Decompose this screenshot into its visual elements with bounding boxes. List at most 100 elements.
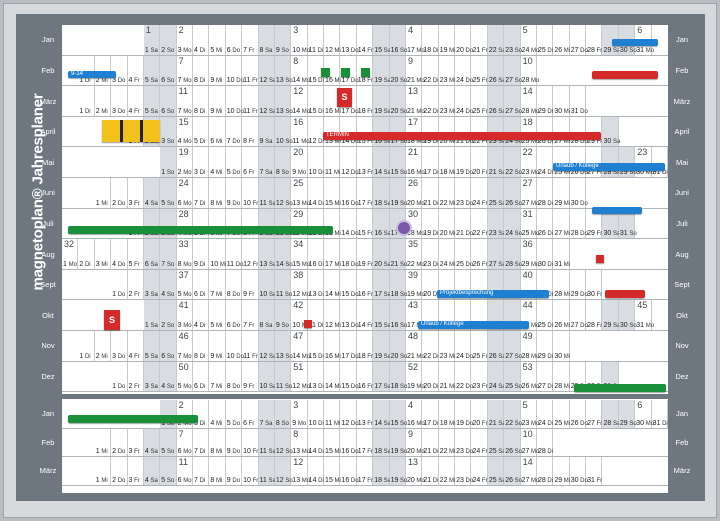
magnet-square[interactable] [304, 320, 312, 328]
day-cell[interactable]: 26 Di [537, 116, 554, 147]
day-cell[interactable]: 4 So [160, 361, 177, 392]
day-cell[interactable]: 30 Mi [553, 331, 570, 361]
day-cell[interactable]: 10 Sa [258, 361, 276, 392]
day-cell[interactable]: 9 Di [193, 239, 210, 269]
day-cell[interactable]: 3 Sa [143, 269, 161, 300]
day-cell[interactable]: 30 Mo 23 [635, 147, 654, 177]
day-cell[interactable]: 11 Sa [258, 428, 276, 457]
day-cell[interactable]: 27 Fr [586, 400, 603, 428]
day-cell[interactable]: 17 Di [422, 400, 439, 428]
day-cell[interactable]: 22 So [504, 147, 522, 177]
day-cell[interactable]: 9 Mi [209, 55, 226, 86]
day-cell[interactable]: 19 So [389, 428, 407, 457]
day-cell[interactable]: 31 Do [570, 86, 588, 116]
day-cell[interactable]: 30 Do [570, 457, 588, 485]
day-cell[interactable]: 6 Mo 24 [177, 178, 194, 208]
day-cell[interactable]: 6 Fr [242, 147, 259, 177]
day-cell[interactable]: 11 Mi [324, 147, 341, 177]
day-cell[interactable]: 4 Sa [143, 457, 161, 485]
day-cell[interactable]: 29 Mi [553, 178, 570, 208]
day-cell[interactable]: 23 Di [422, 239, 439, 269]
day-cell[interactable]: 1 Di [78, 55, 95, 86]
day-cell[interactable]: 19 So [389, 457, 407, 485]
day-cell[interactable]: 14 Mo 47 [291, 331, 310, 361]
day-cell[interactable]: 4 Fr [128, 331, 144, 361]
day-cell[interactable]: 25 Fr [471, 331, 488, 361]
day-cell[interactable]: 24 Di [537, 147, 554, 177]
day-cell[interactable]: 15 Fr [357, 208, 374, 239]
day-cell[interactable]: 18 Mi [439, 147, 455, 177]
day-cell[interactable]: 28 Mi [553, 269, 570, 300]
day-cell[interactable]: 8 Mi [209, 178, 226, 208]
day-cell[interactable]: 7 Di [193, 457, 210, 485]
day-cell[interactable]: 6 Do [226, 25, 243, 55]
day-cell[interactable]: 25 Mo 18 [521, 116, 539, 147]
day-cell[interactable]: 17 Sa [373, 269, 391, 300]
day-cell[interactable]: 22 Do [455, 361, 473, 392]
day-cell[interactable]: 20 Mo 9 [406, 428, 425, 457]
day-cell[interactable]: 10 Mo 3 [291, 25, 310, 55]
day-cell[interactable]: 5 Mo 50 [177, 361, 194, 392]
day-cell[interactable]: 10 Di [308, 400, 325, 428]
day-cell[interactable]: 5 Do [226, 400, 243, 428]
day-cell[interactable]: 31 Di [652, 400, 668, 428]
day-cell[interactable]: 26 So [504, 178, 522, 208]
day-cell[interactable]: 14 Sa [373, 400, 391, 428]
day-cell[interactable]: 17 Fr [357, 457, 374, 485]
day-cell[interactable]: 10 Sa [258, 269, 276, 300]
day-cell[interactable]: 2 Mi [95, 331, 112, 361]
day-cell[interactable]: 29 Di [537, 331, 554, 361]
day-cell[interactable]: 12 Fr [242, 239, 259, 269]
day-cell[interactable]: 6 So [160, 331, 177, 361]
magnet-square[interactable] [142, 120, 160, 142]
day-cell[interactable]: 26 Mi [553, 25, 570, 55]
magnet-strip[interactable]: TERMIN [323, 132, 601, 140]
day-cell[interactable]: 13 So [274, 55, 293, 86]
day-cell[interactable]: 2 Do [111, 428, 128, 457]
day-cell[interactable]: 2 So [160, 300, 177, 330]
day-cell[interactable]: 24 So [504, 208, 522, 239]
day-cell[interactable]: 11 So [274, 269, 292, 300]
day-cell[interactable]: 14 Do [340, 208, 359, 239]
day-cell[interactable]: 27 Mo 27 [521, 178, 539, 208]
day-cell[interactable]: 22 Di [422, 86, 439, 116]
day-cell[interactable]: 3 Fr [128, 428, 144, 457]
day-cell[interactable]: 22 Mi [439, 428, 455, 457]
day-cell[interactable]: 1 So [160, 400, 177, 428]
day-cell[interactable]: 25 Do [455, 239, 473, 269]
day-cell[interactable]: 9 Mo 3 [291, 400, 308, 428]
day-cell[interactable]: 1 Di [78, 86, 95, 116]
day-cell[interactable]: 8 Mo 33 [177, 239, 194, 269]
day-cell[interactable]: 29 Di [537, 86, 554, 116]
magnet-strip[interactable]: Projektbesprechung [437, 290, 549, 298]
magnet-square[interactable]: S [104, 310, 120, 330]
magnet-square[interactable] [102, 120, 122, 142]
day-cell[interactable]: 18 Sa [373, 428, 391, 457]
day-cell[interactable]: 13 Fr [357, 147, 374, 177]
day-cell[interactable]: 19 Fr [357, 239, 374, 269]
day-cell[interactable]: 15 Mo 34 [291, 239, 310, 269]
day-cell[interactable]: 31 Mo 45 [635, 300, 654, 330]
day-cell[interactable]: 16 Fr [357, 361, 374, 392]
day-cell[interactable]: 12 Mi [324, 25, 341, 55]
day-cell[interactable]: 5 Sa [143, 86, 161, 116]
day-cell[interactable]: 24 Fr [471, 178, 488, 208]
day-cell[interactable]: 23 Do [455, 428, 473, 457]
day-cell[interactable]: 11 Sa [258, 178, 276, 208]
day-cell[interactable]: 19 Mi [439, 25, 455, 55]
day-cell[interactable]: 2 Di [78, 239, 95, 269]
day-cell[interactable]: 14 Mo 12 [291, 86, 310, 116]
day-cell[interactable]: 18 Di [422, 25, 439, 55]
magnet-strip[interactable] [68, 415, 198, 423]
day-cell[interactable]: 20 Mi [439, 208, 455, 239]
day-cell[interactable]: 23 Mi [439, 86, 455, 116]
day-cell[interactable]: 26 So [504, 428, 522, 457]
day-cell[interactable]: 18 Mi [439, 400, 455, 428]
day-cell[interactable]: 30 Sa [602, 116, 620, 147]
day-cell[interactable]: 13 Di [308, 269, 325, 300]
day-cell[interactable]: 27 So [504, 331, 522, 361]
day-cell[interactable]: 22 So [504, 400, 522, 428]
day-cell[interactable]: 22 Fr [471, 116, 488, 147]
day-cell[interactable]: 21 Do [455, 208, 473, 239]
day-cell[interactable]: 22 Mi [439, 178, 455, 208]
